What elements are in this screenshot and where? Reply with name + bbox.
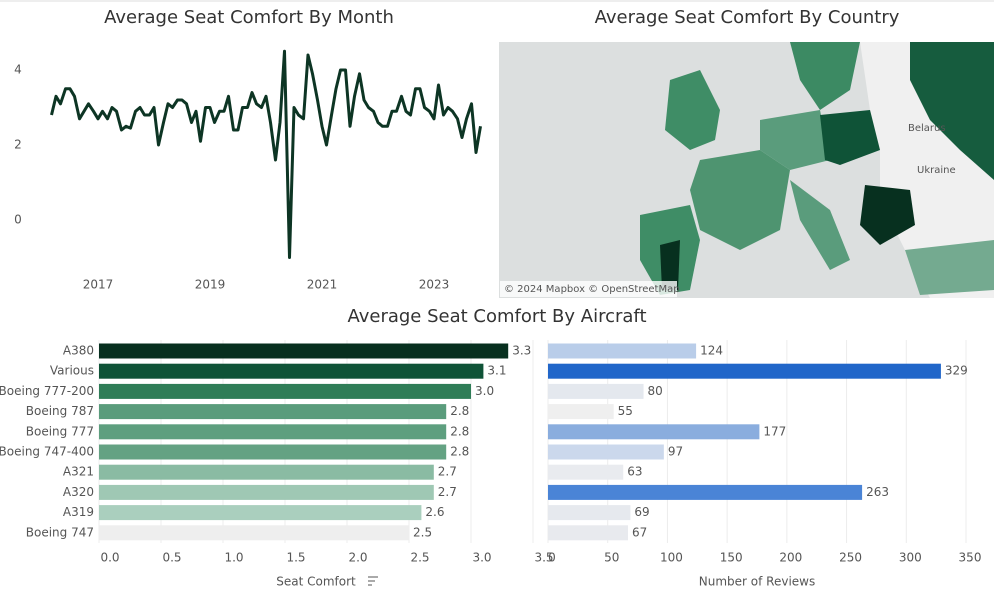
bar [99, 444, 447, 460]
value-label: 3.3 [512, 344, 531, 358]
category-label: Boeing 787 [26, 404, 94, 418]
attribution-bg [500, 281, 677, 297]
y-tick-label: 0 [14, 213, 22, 227]
attribution: © 2024 Mapbox © OpenStreetMap [504, 284, 680, 295]
map-label: Belarus [908, 123, 946, 134]
x-tick-label: 350 [959, 551, 982, 565]
value-label: 2.8 [450, 445, 469, 459]
sort-icon[interactable] [368, 576, 378, 586]
x-tick-label: 1.5 [286, 551, 305, 565]
bar [548, 484, 863, 500]
x-tick-label: 2021 [307, 278, 338, 292]
value-label: 2.8 [450, 404, 469, 418]
line [50, 49, 482, 259]
x-tick-label: 100 [660, 551, 683, 565]
bar [99, 464, 434, 480]
country [660, 240, 680, 290]
x-tick-label: 0.0 [100, 551, 119, 565]
x-tick-label: 300 [899, 551, 922, 565]
bar [548, 383, 644, 399]
bar [548, 404, 614, 420]
x-tick-label: 2019 [195, 278, 226, 292]
bar [548, 363, 941, 379]
x-tick-label: 2.5 [410, 551, 429, 565]
country [905, 240, 994, 295]
category-label: A321 [63, 465, 94, 479]
bar [99, 383, 471, 399]
y-tick-label: 4 [14, 63, 22, 77]
x-tick-label: 1.0 [224, 551, 243, 565]
x-tick-label: 2017 [83, 278, 114, 292]
bar [99, 505, 422, 521]
value-label: 263 [866, 485, 889, 499]
map: Belarus Ukraine © 2024 Mapbox © OpenStre… [499, 42, 994, 298]
country [790, 180, 850, 270]
bar [548, 464, 624, 480]
x-tick-label: 0.5 [162, 551, 181, 565]
value-label: 67 [632, 525, 647, 539]
value-label: 80 [648, 384, 663, 398]
value-label: 2.7 [438, 485, 457, 499]
x-tick-label: 50 [604, 551, 619, 565]
x-tick-label: 2.0 [348, 551, 367, 565]
bar [548, 444, 664, 460]
country [790, 42, 860, 110]
category-label: Boeing 777-200 [0, 384, 94, 398]
value-label: 2.7 [438, 465, 457, 479]
category-label: A320 [63, 485, 94, 499]
x-tick-label: 250 [839, 551, 862, 565]
country [760, 110, 830, 170]
value-label: 55 [618, 404, 633, 418]
value-label: 63 [627, 465, 642, 479]
value-label: 69 [634, 505, 649, 519]
category-label: Boeing 777 [26, 424, 94, 438]
bar [548, 424, 760, 440]
y-tick-label: 2 [14, 138, 22, 152]
value-label: 3.0 [475, 384, 494, 398]
value-label: 97 [668, 445, 683, 459]
value-label: 177 [763, 424, 786, 438]
x-tick-label: 3.0 [472, 551, 491, 565]
category-label: Various [50, 364, 94, 378]
country [665, 70, 720, 150]
country [690, 150, 790, 250]
country [910, 42, 994, 180]
x-tick-label: 200 [779, 551, 802, 565]
map-title: Average Seat Comfort By Country [595, 7, 900, 28]
bar [99, 363, 484, 379]
x-tick-label: 2023 [419, 278, 450, 292]
country [860, 185, 915, 245]
line-title: Average Seat Comfort By Month [104, 7, 394, 28]
x-axis-label: Number of Reviews [699, 575, 815, 589]
category-label: A380 [63, 344, 94, 358]
bar [99, 424, 447, 440]
x-axis-label: Seat Comfort [276, 575, 356, 589]
bar [548, 505, 631, 521]
value-label: 3.1 [487, 364, 506, 378]
x-tick-label: 150 [720, 551, 743, 565]
bar [99, 484, 434, 500]
bar [548, 343, 697, 359]
category-label: A319 [63, 505, 94, 519]
category-label: Boeing 747-400 [0, 445, 94, 459]
bar [99, 404, 447, 420]
x-tick-label: 0 [548, 551, 556, 565]
bar [99, 525, 409, 541]
x-tick-label: 3.5 [534, 551, 553, 565]
bar [548, 525, 629, 541]
country [820, 110, 880, 165]
bar [99, 343, 509, 359]
category-label: Boeing 747 [26, 525, 94, 539]
bar-title: Average Seat Comfort By Aircraft [347, 306, 646, 327]
value-label: 2.8 [450, 424, 469, 438]
value-label: 2.5 [413, 525, 432, 539]
map-label: Ukraine [917, 165, 956, 176]
value-label: 2.6 [425, 505, 444, 519]
value-label: 329 [945, 364, 968, 378]
value-label: 124 [700, 344, 723, 358]
